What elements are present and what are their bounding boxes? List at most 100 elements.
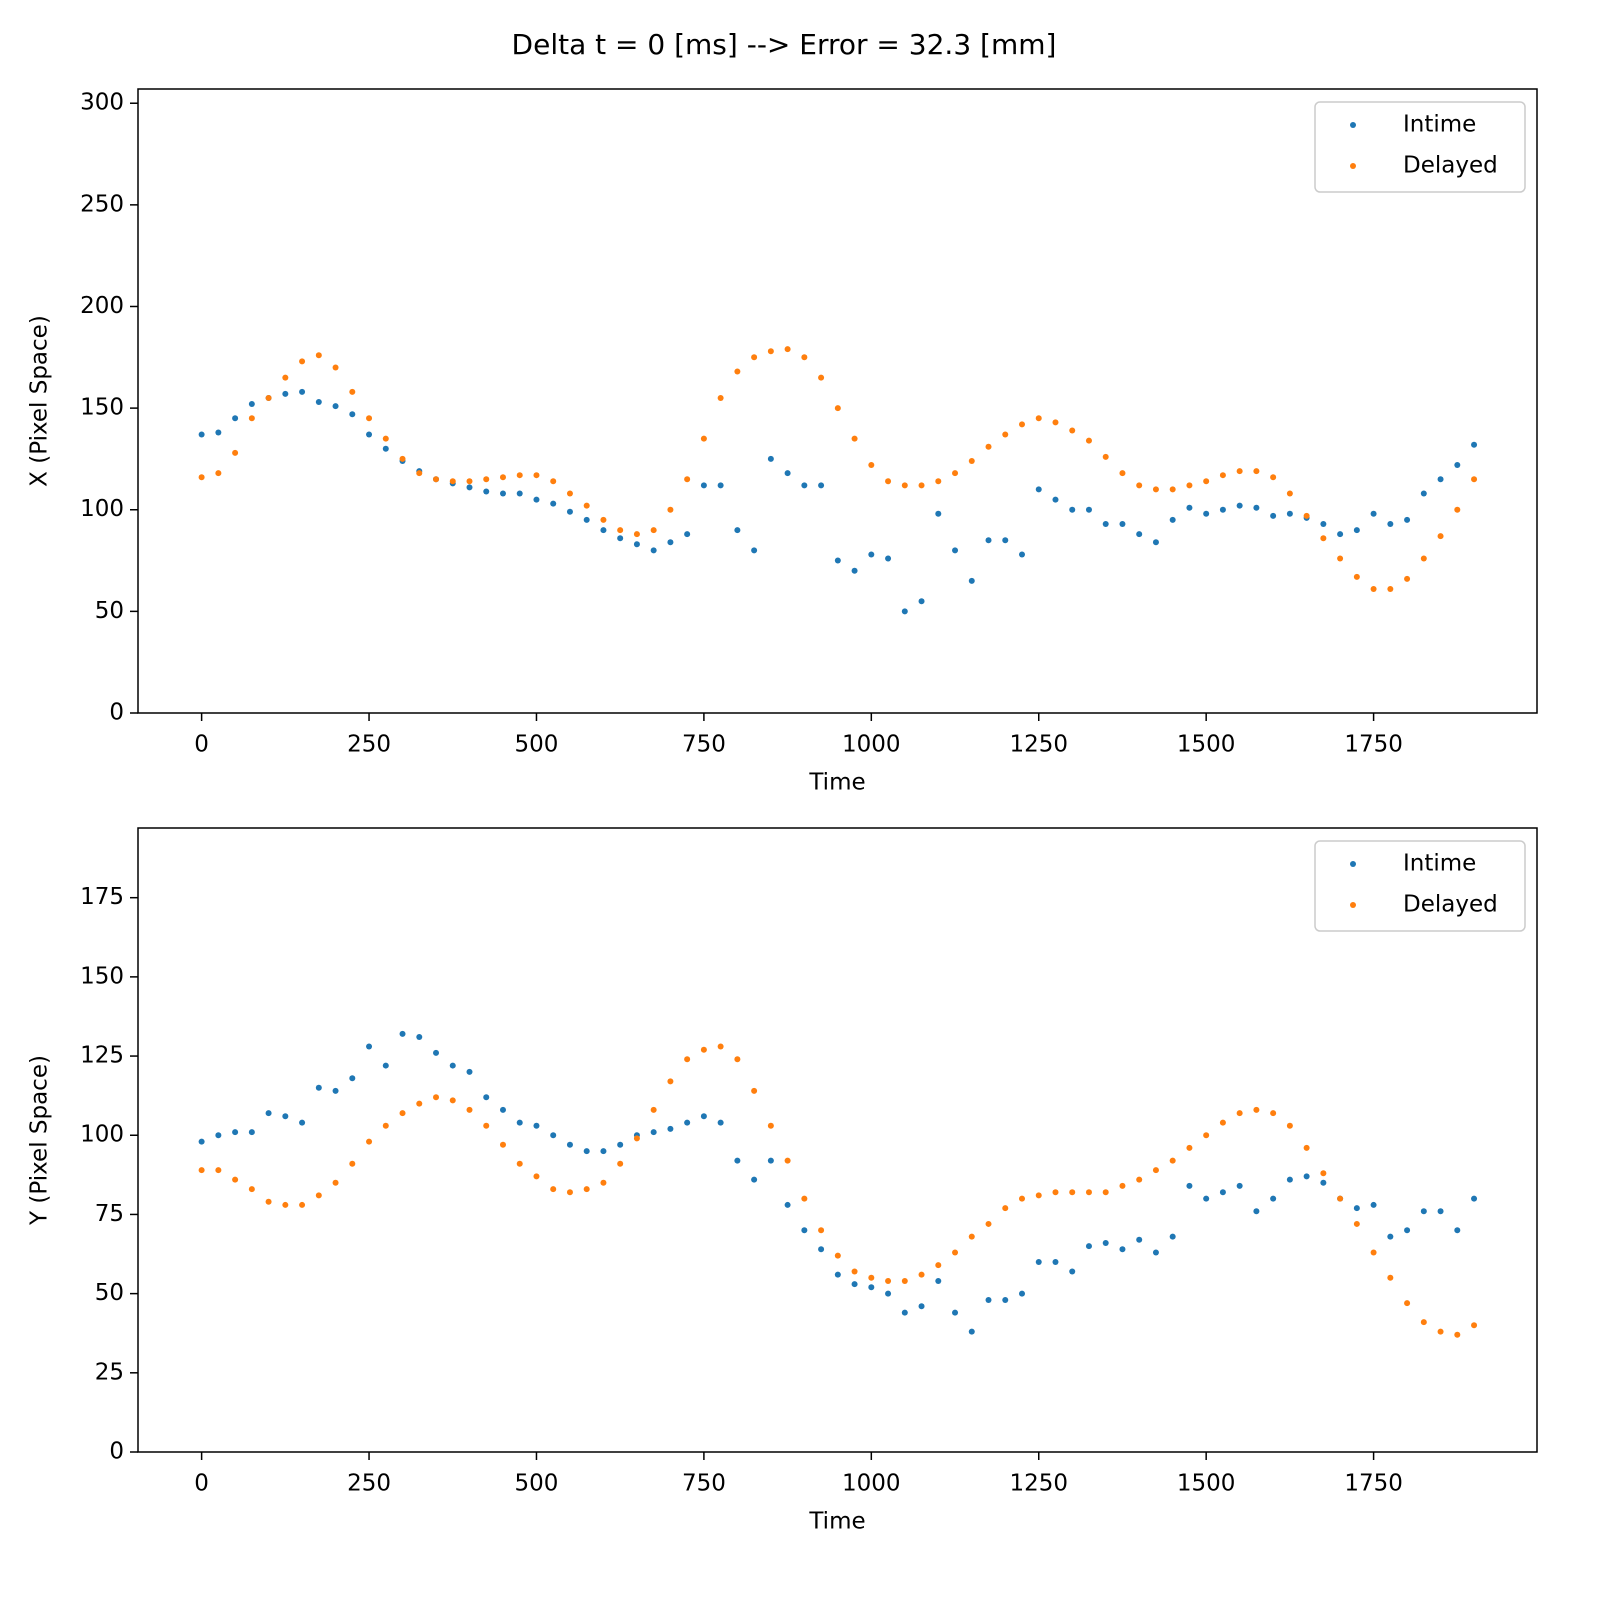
point (918, 482, 925, 489)
point (215, 429, 222, 436)
point (232, 1176, 239, 1183)
point (600, 1148, 607, 1155)
point (985, 443, 992, 450)
point (1270, 1110, 1277, 1117)
point (248, 401, 255, 408)
point (1370, 1201, 1377, 1208)
point (198, 431, 205, 438)
point (198, 1167, 205, 1174)
point (1203, 478, 1210, 485)
point (1404, 575, 1411, 582)
point (801, 354, 808, 361)
point (633, 531, 640, 538)
point (315, 1084, 322, 1091)
point (818, 1246, 825, 1253)
point (282, 390, 289, 397)
point (1253, 468, 1260, 475)
point (315, 1192, 322, 1199)
point (751, 1087, 758, 1094)
point (985, 1220, 992, 1227)
point (901, 608, 908, 615)
point (784, 1157, 791, 1164)
x-tick-label: 0 (194, 732, 209, 758)
point (299, 358, 306, 365)
point (851, 435, 858, 442)
point (968, 577, 975, 584)
point (248, 1129, 255, 1136)
point (483, 488, 490, 495)
point (1019, 421, 1026, 428)
point (1169, 516, 1176, 523)
point (1437, 533, 1444, 540)
point (1119, 1182, 1126, 1189)
point (416, 1034, 423, 1041)
point (985, 537, 992, 544)
point (650, 547, 657, 554)
point (1387, 520, 1394, 527)
point (734, 368, 741, 375)
point (1303, 1144, 1310, 1151)
legend-label: Intime (1403, 112, 1476, 138)
x-tick-label: 250 (347, 732, 391, 758)
point (1186, 1182, 1193, 1189)
point (1353, 527, 1360, 534)
x-tick-label: 1500 (1177, 1471, 1236, 1497)
y-axis-label: X (Pixel Space) (27, 315, 53, 487)
point (734, 1157, 741, 1164)
point (466, 1068, 473, 1075)
point (533, 496, 540, 503)
point (751, 1176, 758, 1183)
point (868, 1274, 875, 1281)
point (1019, 1195, 1026, 1202)
point (767, 455, 774, 462)
x-tick-label: 1000 (842, 1471, 901, 1497)
point (248, 1186, 255, 1193)
point (1136, 1236, 1143, 1243)
point (784, 1201, 791, 1208)
point (985, 1296, 992, 1303)
point (700, 1046, 707, 1053)
point (885, 1290, 892, 1297)
point (952, 470, 959, 477)
x-tick-label: 1250 (1009, 732, 1068, 758)
point (935, 478, 942, 485)
point (952, 1309, 959, 1316)
point (834, 1271, 841, 1278)
point (818, 374, 825, 381)
point (566, 1141, 573, 1148)
x-tick-label: 1500 (1177, 732, 1236, 758)
point (667, 539, 674, 546)
point (1270, 474, 1277, 481)
point (1152, 1249, 1159, 1256)
point (851, 1268, 858, 1275)
plot-frame (137, 827, 1538, 1453)
point (1069, 1268, 1076, 1275)
point (366, 431, 373, 438)
point (483, 1094, 490, 1101)
point (1203, 1195, 1210, 1202)
point (918, 1271, 925, 1278)
point (1454, 462, 1461, 469)
point (416, 470, 423, 477)
point (1152, 486, 1159, 493)
y-tick-label: 150 (80, 395, 124, 421)
point (1186, 504, 1193, 511)
legend-box (1314, 101, 1526, 193)
point (1085, 506, 1092, 513)
point (1337, 555, 1344, 562)
point (1152, 1167, 1159, 1174)
point (1052, 1258, 1059, 1265)
point (1404, 1300, 1411, 1307)
point (466, 484, 473, 491)
point (767, 348, 774, 355)
point (600, 527, 607, 534)
point (1454, 1331, 1461, 1338)
point (332, 364, 339, 371)
point (1420, 1319, 1427, 1326)
x-tick-label: 500 (515, 732, 559, 758)
point (717, 1043, 724, 1050)
point (1286, 510, 1293, 517)
point (566, 490, 573, 497)
point (851, 567, 858, 574)
point (968, 457, 975, 464)
